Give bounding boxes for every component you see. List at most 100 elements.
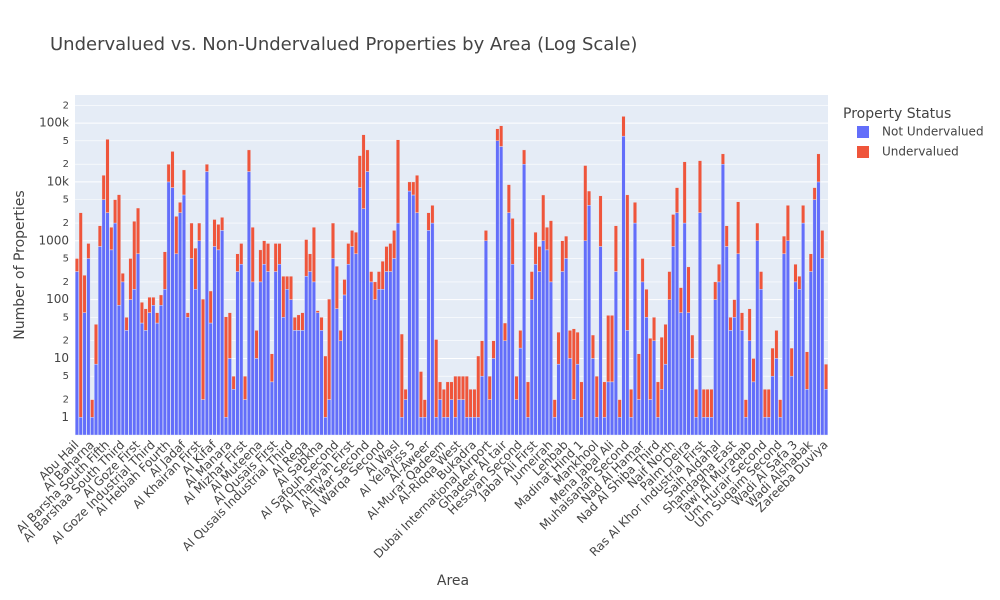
bar-segment xyxy=(227,312,232,359)
bar-segment xyxy=(698,212,702,436)
bar-segment xyxy=(621,135,626,436)
bar-segment xyxy=(766,417,771,436)
bar-segment xyxy=(506,212,511,436)
bar-segment xyxy=(373,281,377,300)
bar-segment xyxy=(224,316,228,418)
bar-segment xyxy=(724,246,729,436)
bar-segment xyxy=(407,181,412,192)
bar-segment xyxy=(170,187,175,436)
bar-segment xyxy=(678,312,683,436)
bar-segment xyxy=(86,258,91,436)
bar-segment xyxy=(201,399,205,436)
bar-segment xyxy=(602,417,607,436)
bar-segment xyxy=(491,358,496,436)
bar-segment xyxy=(774,330,779,359)
bar-segment xyxy=(533,263,538,436)
bar-segment xyxy=(552,399,557,418)
bar-segment xyxy=(139,322,144,436)
bar-segment xyxy=(185,312,190,318)
bar-segment xyxy=(575,363,580,436)
bar-segment xyxy=(78,212,83,418)
bar-segment xyxy=(537,271,542,436)
bar-segment xyxy=(128,258,133,300)
bar-segment xyxy=(694,417,699,436)
bar-segment xyxy=(327,298,332,400)
bar-segment xyxy=(350,230,355,247)
bar-segment xyxy=(399,333,404,418)
bar-segment xyxy=(778,417,783,436)
bar-segment xyxy=(296,314,301,331)
bar-segment xyxy=(239,263,244,436)
y-tick-label: 2 xyxy=(63,218,69,229)
bar-segment xyxy=(277,243,282,265)
bar-segment xyxy=(797,289,802,436)
y-axis-title: Number of Properties xyxy=(12,190,28,339)
y-tick-label: 2 xyxy=(63,159,69,170)
bar-segment xyxy=(732,317,737,436)
bar-segment xyxy=(506,184,511,213)
bar-segment xyxy=(468,417,473,436)
bar-segment xyxy=(652,340,657,436)
bar-segment xyxy=(254,358,259,436)
bar-segment xyxy=(472,417,477,436)
bar-segment xyxy=(365,149,370,172)
bar-segment xyxy=(717,263,721,283)
bar-segment xyxy=(812,187,817,200)
bar-segment xyxy=(548,220,553,283)
bar-segment xyxy=(545,226,549,251)
bar-segment xyxy=(655,417,660,436)
bar-segment xyxy=(319,317,324,331)
bar-segment xyxy=(751,358,756,383)
bar-segment xyxy=(327,399,332,436)
bar-segment xyxy=(384,271,389,436)
bar-segment xyxy=(434,339,439,418)
bar-segment xyxy=(518,347,523,436)
bar-segment xyxy=(633,222,637,436)
bar-segment xyxy=(258,281,263,436)
bar-segment xyxy=(591,358,595,436)
bar-segment xyxy=(675,212,679,436)
y-tick-label: 5 xyxy=(63,195,69,206)
bar-segment xyxy=(556,363,561,436)
bar-segment xyxy=(671,246,676,436)
bar-segment xyxy=(266,271,270,436)
bar-segment xyxy=(499,125,504,147)
bar-segment xyxy=(449,381,454,400)
bar-segment xyxy=(354,253,358,436)
bar-segment xyxy=(824,389,829,436)
bar-segment xyxy=(224,417,228,436)
y-tick-label: 5 xyxy=(63,136,69,147)
bar-segment xyxy=(694,389,699,418)
bar-segment xyxy=(629,417,634,436)
bar-segment xyxy=(227,358,232,436)
bar-segment xyxy=(151,296,156,306)
bar-segment xyxy=(625,330,630,436)
bar-segment xyxy=(388,243,393,272)
bar-segment xyxy=(193,289,198,436)
bar-segment xyxy=(514,399,519,436)
bar-segment xyxy=(132,220,137,290)
bar-segment xyxy=(613,225,618,272)
bar-segment xyxy=(109,226,114,251)
bar-segment xyxy=(262,240,267,265)
bar-segment xyxy=(514,375,519,400)
bar-segment xyxy=(709,389,714,418)
bar-segment xyxy=(743,417,748,436)
bar-segment xyxy=(208,322,213,436)
bar-segment xyxy=(304,239,309,277)
bar-segment xyxy=(659,336,664,390)
bar-segment xyxy=(357,155,362,188)
bar-segment xyxy=(480,340,484,377)
y-tick-label: 5 xyxy=(63,371,69,382)
bar-segment xyxy=(610,315,614,383)
bar-segment xyxy=(117,305,121,436)
bar-segment xyxy=(78,417,83,436)
bar-segment xyxy=(751,381,756,436)
bar-segment xyxy=(411,194,416,436)
bar-segment xyxy=(736,253,741,436)
bar-segment xyxy=(663,363,668,436)
bar-segment xyxy=(373,299,377,436)
bar-segment xyxy=(713,281,718,300)
bar-segment xyxy=(613,271,618,436)
